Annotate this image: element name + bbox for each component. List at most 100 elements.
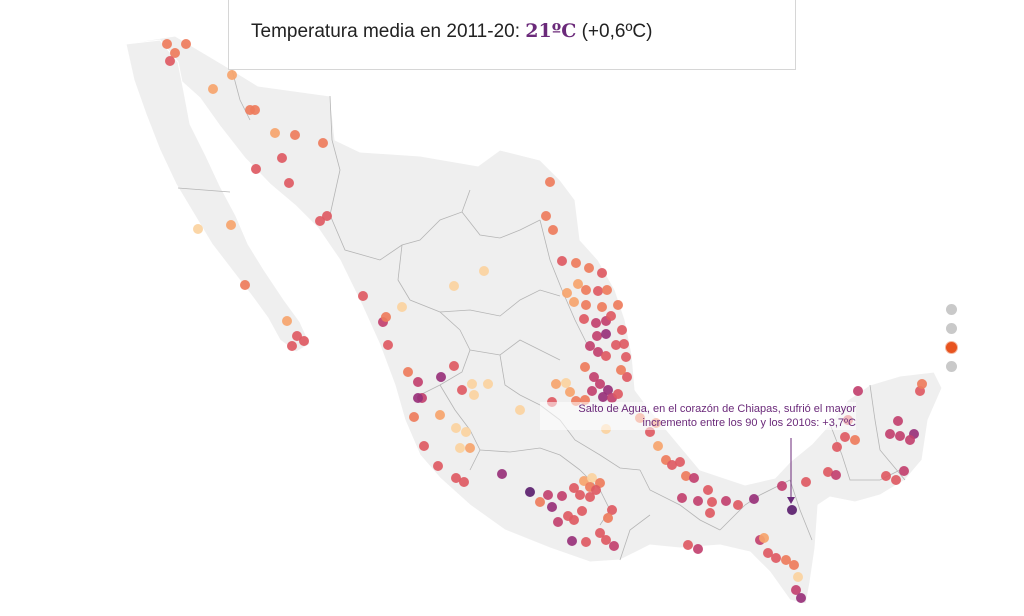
station-dot[interactable] [619, 339, 629, 349]
station-dot[interactable] [563, 511, 573, 521]
station-dot[interactable] [413, 377, 423, 387]
station-dot[interactable] [793, 572, 803, 582]
station-dot[interactable] [893, 416, 903, 426]
station-dot[interactable] [905, 435, 915, 445]
station-dot[interactable] [358, 291, 368, 301]
station-dot[interactable] [561, 378, 571, 388]
station-dot[interactable] [553, 517, 563, 527]
station-dot[interactable] [693, 496, 703, 506]
station-dot[interactable] [675, 457, 685, 467]
station-dot[interactable] [551, 379, 561, 389]
station-dot[interactable] [569, 297, 579, 307]
station-dot[interactable] [240, 280, 250, 290]
station-dot[interactable] [467, 379, 477, 389]
station-dot[interactable] [577, 506, 587, 516]
station-dot[interactable] [459, 477, 469, 487]
station-dot[interactable] [457, 385, 467, 395]
station-dot[interactable] [831, 470, 841, 480]
station-dot[interactable] [597, 268, 607, 278]
station-dot[interactable] [677, 493, 687, 503]
station-dot[interactable] [609, 541, 619, 551]
station-dot[interactable] [455, 443, 465, 453]
station-dot[interactable] [840, 432, 850, 442]
station-dot[interactable] [585, 341, 595, 351]
station-dot[interactable] [299, 336, 309, 346]
station-dot[interactable] [250, 105, 260, 115]
station-dot[interactable] [270, 128, 280, 138]
station-dot[interactable] [801, 477, 811, 487]
station-dot[interactable] [749, 494, 759, 504]
station-dot[interactable] [787, 505, 797, 515]
station-dot[interactable] [547, 502, 557, 512]
station-dot[interactable] [181, 39, 191, 49]
station-dot[interactable] [461, 427, 471, 437]
station-dot[interactable] [571, 258, 581, 268]
station-dot[interactable] [562, 288, 572, 298]
station-dot[interactable] [616, 365, 626, 375]
station-dot[interactable] [759, 533, 769, 543]
station-dot[interactable] [483, 379, 493, 389]
station-dot[interactable] [707, 497, 717, 507]
station-dot[interactable] [433, 461, 443, 471]
station-dot[interactable] [617, 325, 627, 335]
station-dot[interactable] [165, 56, 175, 66]
station-dot[interactable] [613, 300, 623, 310]
station-dot[interactable] [601, 351, 611, 361]
station-dot[interactable] [885, 429, 895, 439]
pager-dot-4[interactable] [946, 361, 957, 372]
station-dot[interactable] [436, 372, 446, 382]
station-dot[interactable] [208, 84, 218, 94]
station-dot[interactable] [621, 352, 631, 362]
station-dot[interactable] [226, 220, 236, 230]
station-dot[interactable] [601, 329, 611, 339]
station-dot[interactable] [789, 560, 799, 570]
station-dot[interactable] [721, 496, 731, 506]
station-dot[interactable] [881, 471, 891, 481]
station-dot[interactable] [277, 153, 287, 163]
station-dot[interactable] [449, 361, 459, 371]
station-dot[interactable] [465, 443, 475, 453]
station-dot[interactable] [413, 393, 423, 403]
station-dot[interactable] [451, 423, 461, 433]
station-dot[interactable] [581, 300, 591, 310]
station-dot[interactable] [850, 435, 860, 445]
station-dot[interactable] [282, 316, 292, 326]
station-dot[interactable] [693, 544, 703, 554]
station-dot[interactable] [832, 442, 842, 452]
station-dot[interactable] [891, 475, 901, 485]
station-dot[interactable] [409, 412, 419, 422]
station-dot[interactable] [593, 286, 603, 296]
station-dot[interactable] [284, 178, 294, 188]
station-dot[interactable] [315, 216, 325, 226]
station-dot[interactable] [899, 466, 909, 476]
station-dot[interactable] [535, 497, 545, 507]
station-dot[interactable] [193, 224, 203, 234]
station-dot[interactable] [771, 553, 781, 563]
station-dot[interactable] [525, 487, 535, 497]
station-dot[interactable] [287, 341, 297, 351]
station-dot[interactable] [580, 362, 590, 372]
station-dot[interactable] [567, 536, 577, 546]
station-dot[interactable] [613, 389, 623, 399]
station-dot[interactable] [602, 285, 612, 295]
station-dot[interactable] [598, 392, 608, 402]
station-dot[interactable] [587, 386, 597, 396]
station-dot[interactable] [449, 281, 459, 291]
pager-dot-1[interactable] [946, 304, 957, 315]
station-dot[interactable] [595, 379, 605, 389]
station-dot[interactable] [573, 279, 583, 289]
station-dot[interactable] [515, 405, 525, 415]
station-dot[interactable] [227, 70, 237, 80]
station-dot[interactable] [917, 379, 927, 389]
station-dot[interactable] [777, 481, 787, 491]
station-dot[interactable] [565, 387, 575, 397]
station-dot[interactable] [543, 490, 553, 500]
station-dot[interactable] [895, 431, 905, 441]
station-dot[interactable] [469, 390, 479, 400]
pager-dot-3[interactable] [946, 342, 957, 353]
station-dot[interactable] [479, 266, 489, 276]
station-dot[interactable] [683, 540, 693, 550]
station-dot[interactable] [381, 312, 391, 322]
station-dot[interactable] [545, 177, 555, 187]
station-dot[interactable] [435, 410, 445, 420]
